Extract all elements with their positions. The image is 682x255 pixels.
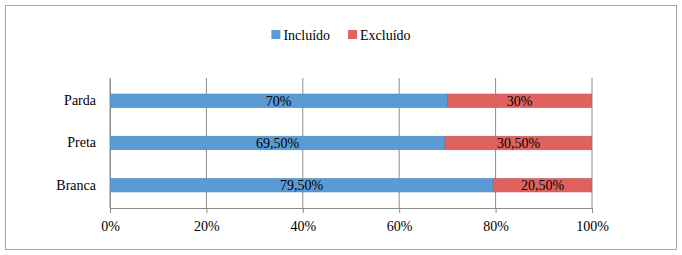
y-tick-label: Branca [56,178,96,193]
legend: Incluído Excluído [271,28,410,43]
data-label: 79,50% [280,178,324,193]
data-label: 20,50% [521,178,565,193]
x-tick: 0% [101,208,120,234]
y-tick: Branca [56,178,110,193]
x-tick: 80% [483,208,509,234]
legend-label: Incluído [283,28,330,43]
bars [110,94,592,192]
x-tick: 40% [290,208,316,234]
x-tick-mark [399,208,400,213]
data-label: 69,50% [256,136,300,151]
y-tick-label: Preta [67,135,97,150]
x-axis-line [111,209,593,214]
x-axis: 0% 20% 40% 60% 80% 100% [101,208,609,234]
y-tick: Parda [64,93,110,108]
x-tick-label: 40% [290,219,316,234]
x-tick: 60% [387,208,413,234]
data-label: 30,50% [497,136,541,151]
x-tick-label: 100% [576,219,609,234]
chart: 0% 20% 40% 60% 80% 100% Parda Preta Branca 70% 69,… [0,0,682,255]
data-label: 70% [266,94,292,109]
legend-swatch [271,30,280,39]
x-tick-mark [206,208,207,213]
legend-item: Incluído [271,28,330,43]
legend-swatch [348,30,357,39]
x-tick-label: 60% [387,219,413,234]
x-tick-label: 20% [194,219,220,234]
y-axis: Parda Preta Branca [56,79,110,209]
series-bars [445,94,592,192]
y-tick: Preta [67,135,110,150]
chart-frame [6,6,677,250]
legend-item: Excluído [348,28,411,43]
x-tick-mark [496,208,497,213]
x-tick-label: 80% [483,219,509,234]
grid [110,78,592,208]
data-labels: 70% 69,50% 79,50% 30% 30,50% 20,50% [256,94,565,193]
x-tick: 20% [194,208,220,234]
x-tick: 100% [576,208,609,234]
y-tick-label: Parda [64,93,97,108]
x-tick-label: 0% [101,219,120,234]
x-tick-mark [110,208,111,213]
x-tick-mark [592,208,593,213]
data-label: 30% [507,94,533,109]
legend-label: Excluído [360,28,411,43]
x-tick-mark [303,208,304,213]
